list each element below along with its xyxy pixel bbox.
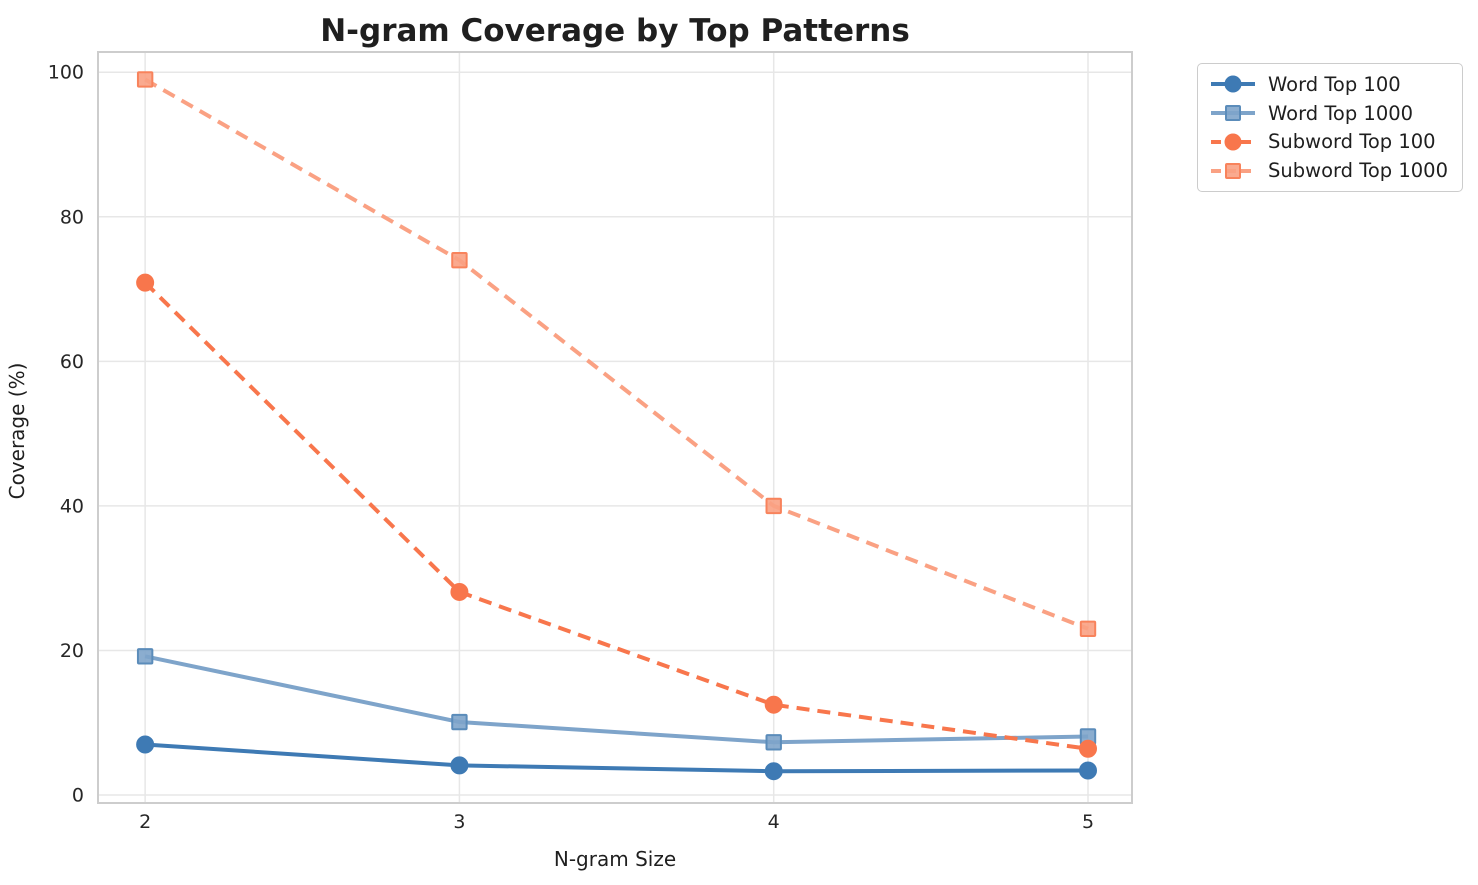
- legend-item: Word Top 1000: [1210, 99, 1450, 127]
- legend-item: Subword Top 1000: [1210, 157, 1450, 185]
- legend-line-marker-icon: [1211, 105, 1255, 122]
- legend-line-marker-icon: [1211, 162, 1255, 179]
- chart-title: N-gram Coverage by Top Patterns: [320, 13, 910, 49]
- plot-border: [97, 51, 1133, 804]
- legend-line-marker-icon: [1211, 75, 1255, 93]
- data-point-word-top-1000: [451, 713, 468, 731]
- y-tick-label: 20: [60, 640, 84, 662]
- series-line-subword-top-100: [143, 281, 1089, 751]
- data-point-subword-top-1000: [765, 497, 782, 515]
- data-point-word-top-100: [136, 735, 155, 754]
- data-point-subword-top-1000: [451, 251, 468, 269]
- series-line-word-top-1000: [144, 654, 1089, 745]
- data-point-word-top-1000: [136, 648, 154, 665]
- data-point-word-top-1000: [765, 734, 782, 751]
- legend: Word Top 100 Word Top 1000 Subword Top 1…: [1197, 63, 1463, 192]
- legend-label: Subword Top 1000: [1268, 159, 1448, 183]
- data-point-subword-top-1000: [136, 71, 154, 88]
- legend-item: Word Top 100: [1210, 70, 1450, 98]
- legend-label: Word Top 100: [1268, 72, 1401, 96]
- data-point-subword-top-1000: [1079, 620, 1097, 638]
- grid-layer: [98, 52, 1132, 803]
- tick-layer: 0 20 40 60 80 100 2 3 4 5: [48, 62, 1094, 833]
- series-line-word-top-100: [144, 742, 1089, 774]
- legend-line-marker-icon: [1211, 133, 1255, 151]
- x-tick-label: 2: [139, 811, 151, 833]
- legend-label: Subword Top 100: [1268, 130, 1436, 154]
- y-tick-label: 60: [60, 351, 84, 373]
- y-tick-label: 40: [60, 495, 84, 517]
- y-tick-label: 0: [72, 785, 84, 807]
- x-tick-label: 4: [768, 811, 780, 833]
- y-tick-label: 100: [48, 62, 84, 84]
- y-axis-label: Coverage (%): [5, 363, 29, 500]
- x-axis-label: N-gram Size: [554, 847, 676, 871]
- x-tick-label: 5: [1082, 811, 1094, 833]
- legend-marker: [1224, 75, 1242, 93]
- data-point-word-top-100: [450, 756, 469, 775]
- data-point-word-top-100: [1079, 761, 1097, 780]
- legend-label: Word Top 1000: [1268, 101, 1414, 125]
- data-point-subword-top-100: [450, 582, 469, 601]
- legend-marker: [1225, 162, 1241, 179]
- legend-marker: [1225, 105, 1241, 122]
- data-point-subword-top-100: [1079, 739, 1097, 758]
- series-line-subword-top-1000: [144, 77, 1089, 631]
- data-point-subword-top-100: [136, 273, 155, 292]
- series-layer: [136, 71, 1097, 781]
- y-tick-label: 80: [60, 206, 84, 228]
- x-tick-label: 3: [453, 811, 465, 833]
- legend-item: Subword Top 100: [1210, 128, 1450, 156]
- data-point-subword-top-100: [764, 695, 783, 714]
- legend-marker: [1224, 133, 1242, 151]
- data-point-word-top-100: [764, 762, 783, 781]
